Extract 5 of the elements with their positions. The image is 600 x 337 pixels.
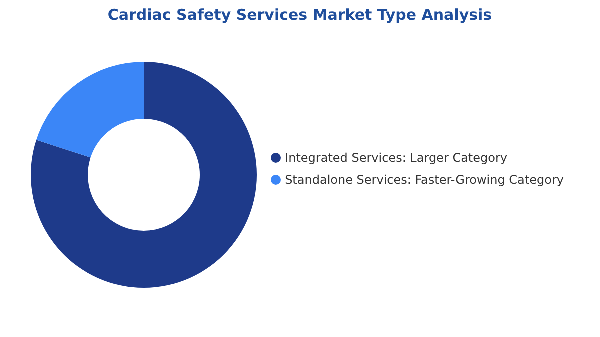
legend-label: Integrated Services: Larger Category [285, 150, 508, 164]
donut-slice [31, 62, 257, 288]
chart-title: Cardiac Safety Services Market Type Analysis [106, 6, 494, 24]
donut-slice [36, 62, 144, 158]
legend-label: Standalone Services: Faster-Growing Category [285, 172, 564, 186]
